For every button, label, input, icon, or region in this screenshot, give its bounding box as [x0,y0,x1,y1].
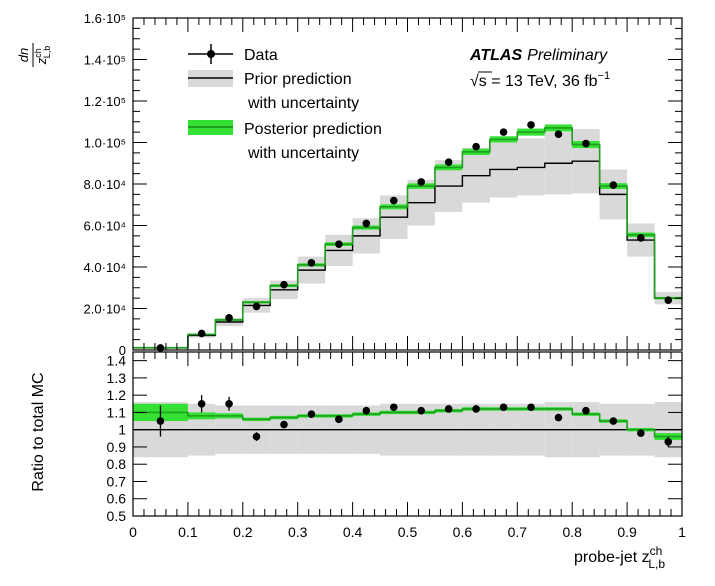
main-y-tick-label-5: 1.0·10⁵ [84,136,126,151]
main-y-axis-label: dn zchL,b [16,43,52,67]
x-tick-label-10: 1 [678,524,686,540]
ratio-data-point-11 [472,405,480,413]
ratio-data-point-0 [156,417,165,425]
ratio-y-tick-label-2: 0.7 [107,473,127,489]
x-tick-label-6: 0.6 [453,524,473,540]
ratio-data-point-8 [389,403,398,412]
ratio-y-axis-label: Ratio to total MC [30,372,47,491]
main-y-tick-label-2: 4.0·10⁴ [84,260,126,275]
main-panel-data-points [156,121,673,352]
data-point-4 [280,280,288,289]
legend-posterior-label: Posterior prediction [244,121,382,138]
ratio-y-tick-label-9: 1.4 [107,353,127,369]
ratio-panel-axes: 0.50.60.70.80.911.11.21.31.40 0.1 0.2 0.3 0.… [107,351,686,540]
x-tick-label-1: 0.1 [178,524,198,540]
x-tick-label-8: 0.8 [562,524,582,540]
main-y-tick-label-0: 0 [119,343,126,358]
data-point-2 [225,314,233,322]
legend: Data Prior prediction with uncertainty P… [188,44,382,162]
main-y-tick-label-6: 1.2·10⁵ [84,94,126,109]
data-point-14 [554,130,563,138]
data-point-11 [472,142,480,151]
main-panel-lines [133,127,682,349]
legend-posterior-label-2: with uncertainty [247,145,359,162]
main-y-tick-label-7: 1.4·10⁵ [84,53,126,68]
ratio-data-point-3 [252,432,261,441]
x-axis-label: probe-jet zch L,b [574,544,665,571]
x-axis-label-sup: ch [650,544,663,558]
data-point-7 [362,219,371,228]
data-point-1 [197,329,206,338]
main-y-tick-label-3: 6.0·10⁴ [84,219,126,234]
x-tick-label-0: 0 [129,524,137,540]
ratio-panel-data-points [156,395,673,447]
ratio-y-tick-label-1: 0.6 [107,491,127,507]
x-tick-label-7: 0.7 [508,524,528,540]
ratio-data-point-18 [664,437,673,446]
ratio-data-point-7 [362,406,371,415]
main-panel-axes: 0 2.0·10⁴ 4.0·10⁴ 6.0·10⁴ 8.0·10⁴ 1.0·10⁵ 1.2·… [84,11,683,358]
ratio-data-point-2 [225,399,233,408]
legend-prior-label-2: with uncertainty [247,95,359,112]
ratio-y-tick-label-6: 1.1 [107,404,127,420]
data-point-16 [609,181,618,189]
ratio-y-tick-label-0: 0.5 [107,508,127,524]
x-tick-label-9: 0.9 [617,524,637,540]
ratio-data-point-6 [335,415,343,424]
data-point-15 [582,139,590,148]
ratio-data-point-1 [197,399,206,408]
data-point-10 [444,158,453,167]
ratio-data-point-17 [637,429,645,437]
data-point-9 [417,178,426,186]
ratio-y-tick-label-5: 1 [118,422,126,438]
data-point-3 [252,302,261,311]
main-y-tick-label-1: 2.0·10⁴ [84,302,126,317]
data-point-13 [527,121,535,129]
ratio-data-point-12 [499,403,508,412]
ratio-data-point-13 [527,403,535,412]
data-point-8 [389,196,398,205]
legend-prior-label: Prior prediction [244,71,352,88]
ratio-y-tick-label-4: 0.9 [107,439,127,455]
main-y-tick-label-4: 8.0·10⁴ [84,177,126,192]
ratio-y-tick-label-7: 1.2 [107,387,127,403]
data-point-17 [637,234,645,242]
x-tick-label-4: 0.4 [343,524,363,540]
legend-data-marker [207,50,215,58]
ratio-data-point-4 [280,420,288,429]
main-y-tick-label-8: 1.6·10⁵ [84,11,126,26]
data-point-12 [499,128,508,136]
ratio-data-point-10 [444,405,453,413]
data-point-5 [307,259,316,267]
legend-data-label: Data [244,47,278,64]
ratio-data-point-5 [307,410,316,418]
ratio-y-tick-label-8: 1.3 [107,370,127,386]
energy-lumi-label: √s = 13 TeV, 36 fb−1 [470,70,610,90]
x-tick-label-3: 0.3 [288,524,308,540]
x-tick-label-2: 0.2 [233,524,253,540]
data-point-18 [664,296,673,305]
ratio-data-point-15 [582,406,590,415]
svg-text:dn: dn [16,48,31,62]
posterior-prediction-line [133,127,682,349]
x-axis-label-sub: L,b [648,557,665,571]
prior-prediction-line [133,160,682,349]
x-tick-label-5: 0.5 [398,524,418,540]
data-point-6 [335,240,343,248]
svg-text:zchL,b: zchL,b [33,46,52,66]
ratio-data-point-16 [609,417,618,425]
ratio-data-point-14 [554,413,563,422]
ratio-data-point-9 [417,406,426,415]
atlas-label: ATLAS Preliminary [469,47,608,64]
ratio-y-tick-label-3: 0.8 [107,456,127,472]
